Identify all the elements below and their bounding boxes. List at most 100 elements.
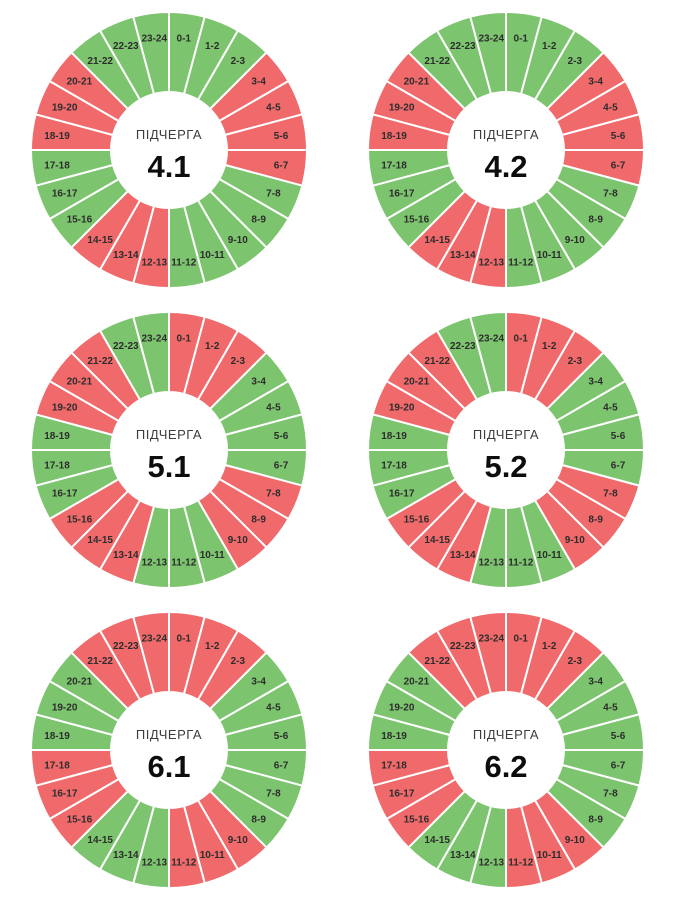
- hour-label-20-21: 20-21: [66, 377, 92, 388]
- hour-label-1-2: 1-2: [205, 641, 220, 652]
- hour-label-0-1: 0-1: [514, 333, 529, 344]
- center-label: ПІДЧЕРГА: [473, 427, 539, 442]
- hour-label-12-13: 12-13: [478, 258, 504, 269]
- segment-23-24: [131, 311, 170, 395]
- hour-label-5-6: 5-6: [611, 431, 626, 442]
- hour-label-13-14: 13-14: [112, 850, 138, 861]
- hour-label-20-21: 20-21: [404, 677, 430, 688]
- hour-label-5-6: 5-6: [273, 131, 288, 142]
- hour-label-7-8: 7-8: [603, 189, 618, 200]
- donut-chart-4-2: 0-1 1-2 2-3 3-4 4-5 5-6 6-7 7-8 8-9 9-10 10-11 11-1…: [337, 0, 675, 300]
- hour-label-17-18: 17-18: [381, 160, 407, 171]
- hour-label-12-13: 12-13: [141, 858, 167, 869]
- hour-label-4-5: 4-5: [603, 402, 618, 413]
- hour-label-20-21: 20-21: [404, 77, 430, 88]
- hour-label-16-17: 16-17: [389, 489, 415, 500]
- hour-label-16-17: 16-17: [51, 789, 77, 800]
- hour-label-17-18: 17-18: [44, 760, 70, 771]
- hour-label-9-10: 9-10: [227, 235, 247, 246]
- hour-label-5-6: 5-6: [273, 731, 288, 742]
- hour-label-17-18: 17-18: [44, 160, 70, 171]
- hour-label-7-8: 7-8: [266, 189, 281, 200]
- hour-label-6-7: 6-7: [611, 460, 626, 471]
- segment-23-24: [469, 611, 507, 695]
- hour-label-10-11: 10-11: [199, 550, 224, 561]
- donut-chart-4-1: 0-1 1-2 2-3 3-4 4-5 5-6 6-7 7-8 8-9 9-10 10-11 11-1…: [0, 0, 337, 300]
- hour-label-5-6: 5-6: [273, 431, 288, 442]
- hour-label-10-11: 10-11: [537, 250, 562, 261]
- hour-label-2-3: 2-3: [568, 56, 583, 67]
- hour-label-18-19: 18-19: [44, 431, 70, 442]
- center-label: ПІДЧЕРГА: [473, 127, 539, 142]
- hour-label-5-6: 5-6: [611, 731, 626, 742]
- hour-label-0-1: 0-1: [514, 633, 529, 644]
- hour-label-11-12: 11-12: [508, 858, 533, 869]
- hour-label-16-17: 16-17: [51, 489, 77, 500]
- hour-label-14-15: 14-15: [87, 235, 113, 246]
- hour-label-20-21: 20-21: [404, 377, 430, 388]
- hour-label-2-3: 2-3: [230, 56, 245, 67]
- hour-label-4-5: 4-5: [266, 102, 281, 113]
- hour-label-15-16: 15-16: [66, 814, 92, 825]
- hour-label-8-9: 8-9: [251, 814, 266, 825]
- center-label: ПІДЧЕРГА: [135, 127, 201, 142]
- hour-label-17-18: 17-18: [381, 760, 407, 771]
- donut-svg-4-1: 0-1 1-2 2-3 3-4 4-5 5-6 6-7 7-8 8-9 9-1010-1111-1…: [29, 11, 308, 289]
- hour-label-13-14: 13-14: [450, 250, 476, 261]
- hour-label-1-2: 1-2: [542, 341, 557, 352]
- center-label: ПІДЧЕРГА: [135, 427, 201, 442]
- hour-label-10-11: 10-11: [537, 850, 562, 861]
- hour-label-12-13: 12-13: [141, 558, 167, 569]
- hour-label-12-13: 12-13: [478, 858, 504, 869]
- hour-label-6-7: 6-7: [273, 760, 288, 771]
- hour-label-11-12: 11-12: [171, 558, 196, 569]
- hour-label-6-7: 6-7: [273, 160, 288, 171]
- hour-label-3-4: 3-4: [251, 377, 266, 388]
- hour-label-14-15: 14-15: [424, 835, 450, 846]
- hour-label-2-3: 2-3: [230, 356, 245, 367]
- hour-label-21-22: 21-22: [424, 656, 450, 667]
- hour-label-16-17: 16-17: [389, 189, 415, 200]
- hour-label-3-4: 3-4: [588, 377, 603, 388]
- hour-label-11-12: 11-12: [508, 558, 533, 569]
- hour-label-11-12: 11-12: [171, 258, 196, 269]
- center-value: 5.2: [484, 449, 527, 484]
- hour-label-21-22: 21-22: [424, 56, 450, 67]
- segment-23-24: [131, 11, 170, 95]
- hour-label-11-12: 11-12: [508, 258, 533, 269]
- hour-label-13-14: 13-14: [450, 850, 476, 861]
- hour-label-7-8: 7-8: [266, 789, 281, 800]
- hour-label-19-20: 19-20: [51, 702, 77, 713]
- hour-label-20-21: 20-21: [66, 77, 92, 88]
- donut-svg-6-1: 0-1 1-2 2-3 3-4 4-5 5-6 6-7 7-8 8-9 9-1010-1111-1…: [29, 611, 308, 889]
- hour-label-23-24: 23-24: [141, 33, 167, 44]
- hour-label-2-3: 2-3: [568, 356, 583, 367]
- donut-svg-5-1: 0-1 1-2 2-3 3-4 4-5 5-6 6-7 7-8 8-9 9-1010-1111-1…: [29, 311, 308, 589]
- hour-label-13-14: 13-14: [112, 250, 138, 261]
- hour-label-10-11: 10-11: [199, 250, 224, 261]
- hour-label-23-24: 23-24: [478, 633, 504, 644]
- hour-label-14-15: 14-15: [87, 835, 113, 846]
- hour-label-0-1: 0-1: [514, 33, 529, 44]
- hour-label-21-22: 21-22: [87, 56, 113, 67]
- hour-label-4-5: 4-5: [266, 702, 281, 713]
- center-value: 5.1: [147, 449, 190, 484]
- hour-label-4-5: 4-5: [603, 702, 618, 713]
- hour-label-17-18: 17-18: [44, 460, 70, 471]
- hour-label-19-20: 19-20: [389, 402, 415, 413]
- segments-group-5-1: 0-1 1-2 2-3 3-4 4-5 5-6 6-7 7-8 8-9 9-1010-1111-1…: [29, 311, 308, 589]
- hour-label-23-24: 23-24: [141, 633, 167, 644]
- hour-label-10-11: 10-11: [537, 550, 562, 561]
- hour-label-20-21: 20-21: [66, 677, 92, 688]
- hour-label-7-8: 7-8: [266, 489, 281, 500]
- hour-label-19-20: 19-20: [389, 102, 415, 113]
- hour-label-18-19: 18-19: [44, 131, 70, 142]
- hour-label-7-8: 7-8: [603, 789, 618, 800]
- hour-label-8-9: 8-9: [588, 214, 603, 225]
- hour-label-7-8: 7-8: [603, 489, 618, 500]
- hour-label-17-18: 17-18: [381, 460, 407, 471]
